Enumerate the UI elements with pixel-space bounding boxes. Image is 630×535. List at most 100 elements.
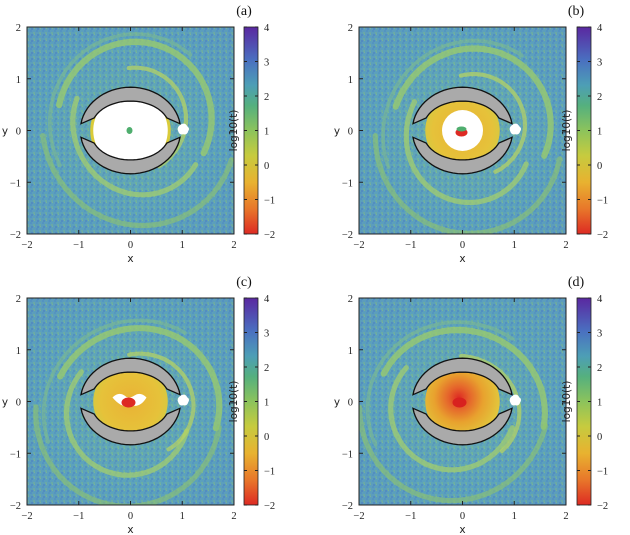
- colorbar-tick-label: 0: [264, 432, 269, 443]
- y-tick-label: 2: [16, 294, 21, 305]
- panel-label: (a): [236, 4, 252, 19]
- empty-blob: [177, 394, 190, 406]
- y-tick-label: 2: [348, 294, 353, 305]
- x-tick-label: 1: [512, 240, 517, 251]
- swirl-band: [381, 38, 524, 169]
- colorbar-tick-label: −1: [264, 467, 275, 478]
- y-tick-label: 1: [16, 346, 21, 357]
- colorbar: 4 3 2 1 0 −1 −2 log10(t): [561, 23, 608, 241]
- x-tick-label: 0: [460, 240, 465, 251]
- colorbar-tick-label: −2: [264, 501, 275, 512]
- x-axis-label: x: [459, 253, 465, 265]
- x-tick-label: −1: [405, 511, 416, 522]
- colorbar-label: log10(t): [228, 381, 240, 423]
- colorbar: 4 3 2 1 0 −1 −2 log10(t): [561, 294, 608, 512]
- colorbar-tick-label: −2: [264, 230, 275, 241]
- swirl-band: [365, 320, 514, 447]
- colorbar-tick-label: 2: [597, 363, 602, 374]
- panel-label: (d): [568, 275, 585, 290]
- y-tick-label: −2: [10, 501, 21, 512]
- swirl-band: [33, 404, 222, 505]
- y-tick-label: 0: [348, 127, 353, 138]
- colorbar-tick-label: 1: [597, 398, 602, 409]
- heatmap-field: [359, 27, 566, 234]
- x-tick-label: 1: [180, 240, 185, 251]
- colorbar-tick-label: 0: [597, 161, 602, 172]
- swirl-band: [56, 38, 215, 157]
- forbidden-crescent-lower: [412, 136, 513, 175]
- panel-label: (b): [568, 4, 585, 19]
- x-tick-label: −2: [21, 511, 32, 522]
- y-tick-label: −2: [342, 501, 353, 512]
- center-spot: [452, 397, 467, 408]
- x-tick-label: 1: [180, 511, 185, 522]
- colorbar-tick-label: 2: [264, 92, 269, 103]
- panel-c: −2 −1 0 1 2 −2 −1 0 1 2 x y (c) 4 3 2 1 0 −1 −2 log10(t): [2, 275, 275, 535]
- forbidden-crescent-upper: [80, 357, 181, 396]
- swirl-band: [403, 99, 529, 206]
- x-axis-label: x: [127, 524, 133, 535]
- y-tick-label: 2: [348, 23, 353, 34]
- heatmap-field: [27, 27, 234, 234]
- x-tick-label: 2: [231, 511, 236, 522]
- x-axis-label: x: [127, 253, 133, 265]
- x-tick-label: 2: [563, 240, 568, 251]
- y-tick-label: −1: [10, 449, 21, 460]
- colorbar-tick-label: 1: [264, 398, 269, 409]
- colorbar-tick-label: 1: [264, 127, 269, 138]
- empty-blob: [177, 123, 190, 135]
- colorbar-tick-label: 3: [597, 58, 602, 69]
- colorbar-tick-label: 2: [597, 92, 602, 103]
- swirl-band: [359, 404, 549, 504]
- y-tick-label: 2: [16, 23, 21, 34]
- x-tick-label: 0: [460, 511, 465, 522]
- colorbar-label: log10(t): [561, 381, 573, 423]
- y-tick-label: 1: [348, 75, 353, 86]
- colorbar-tick-label: 2: [264, 363, 269, 374]
- colorbar-tick-label: −1: [597, 467, 608, 478]
- x-tick-label: 0: [128, 511, 133, 522]
- empty-blob: [509, 394, 522, 406]
- x-tick-label: −1: [73, 511, 84, 522]
- colorbar-tick-label: 4: [264, 23, 270, 34]
- forbidden-crescent-lower: [412, 407, 513, 446]
- swirl-band: [127, 351, 196, 452]
- x-tick-label: −2: [21, 240, 32, 251]
- colorbar-tick-label: −2: [597, 230, 608, 241]
- center-spot: [121, 397, 136, 408]
- swirl-band: [41, 318, 187, 444]
- x-tick-label: 1: [512, 511, 517, 522]
- swirl-band: [459, 353, 522, 454]
- y-tick-label: 1: [348, 346, 353, 357]
- swirl-band: [70, 95, 199, 198]
- forbidden-crescent-upper: [80, 86, 181, 125]
- x-tick-label: 2: [563, 511, 568, 522]
- colorbar-tick-label: 3: [264, 58, 269, 69]
- forbidden-crescent-lower: [80, 407, 181, 446]
- colorbar-tick-label: 4: [264, 294, 270, 305]
- colorbar-tick-label: −1: [597, 196, 608, 207]
- y-axis-label: y: [334, 397, 340, 409]
- colorbar: 4 3 2 1 0 −1 −2 log10(t): [228, 294, 275, 512]
- colorbar-tick-label: 0: [264, 161, 269, 172]
- heatmap-field: [359, 298, 566, 505]
- colorbar-tick-label: 1: [597, 127, 602, 138]
- y-tick-label: 0: [16, 398, 21, 409]
- y-axis-label: y: [334, 126, 340, 138]
- x-tick-label: −2: [353, 240, 364, 251]
- colorbar: 4 3 2 1 0 −1 −2 log10(t): [228, 23, 275, 241]
- center-spot-green: [456, 126, 467, 132]
- y-tick-label: −2: [342, 230, 353, 241]
- colorbar-tick-label: 3: [264, 329, 269, 340]
- y-axis-label: y: [2, 126, 8, 138]
- colorbar-tick-label: 3: [597, 329, 602, 340]
- panel-b: −2 −1 0 1 2 −2 −1 0 1 2 x y (b) 4 3 2 1 0 −1 −2 log10(t): [334, 4, 608, 265]
- forbidden-crescent-upper: [412, 86, 513, 125]
- swirl-band: [458, 72, 527, 174]
- colorbar-tick-label: 0: [597, 432, 602, 443]
- swirl-band: [380, 326, 549, 430]
- swirl-band: [392, 45, 554, 159]
- y-tick-label: −1: [342, 178, 353, 189]
- colorbar-label: log10(t): [228, 110, 240, 152]
- forbidden-crescent-lower: [80, 136, 181, 175]
